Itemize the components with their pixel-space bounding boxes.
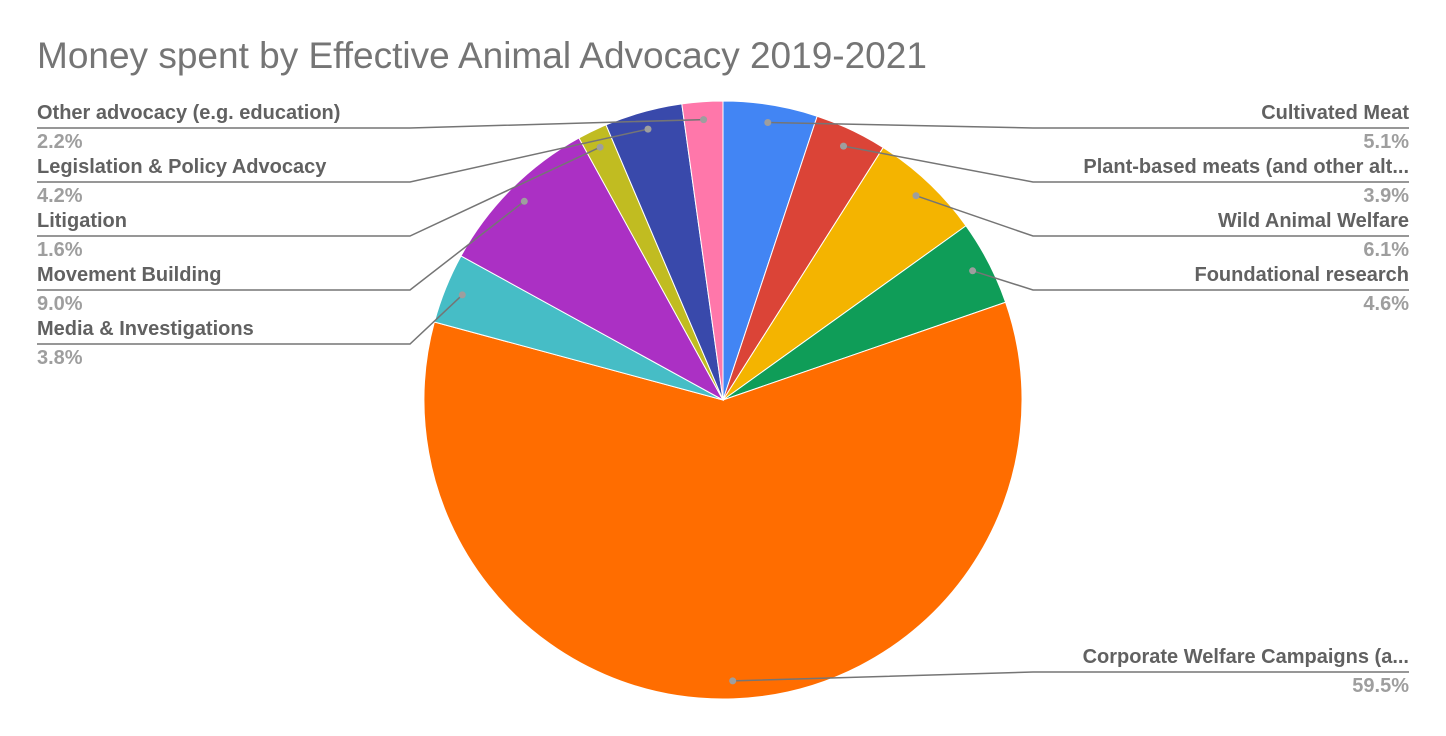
leader-dot-corporate-welfare-campaigns [729,677,737,685]
slice-value-plant-based-meats-and-other-alternative-proteins: 3.9% [1363,185,1409,207]
pie-slice-corporate-welfare-campaigns[interactable] [423,301,1023,700]
slice-value-corporate-welfare-campaigns: 59.5% [1352,675,1409,697]
leader-dot-litigation [596,143,604,151]
slice-value-movement-building: 9.0% [37,293,83,315]
slice-label-legislation-policy-advocacy: Legislation & Policy Advocacy [37,156,327,178]
leader-dot-movement-building [520,197,528,205]
slice-value-legislation-policy-advocacy: 4.2% [37,185,83,207]
slice-label-media-investigations: Media & Investigations [37,318,254,340]
leader-line-plant-based-meats-and-other-alternative-proteins [843,145,1409,183]
leader-dot-legislation-policy-advocacy [644,125,652,133]
slice-label-corporate-welfare-campaigns: Corporate Welfare Campaigns (a... [1083,646,1409,668]
leader-line-litigation [37,146,601,237]
slice-label-plant-based-meats-and-other-alternative-proteins: Plant-based meats (and other alt... [1083,156,1409,178]
leader-dot-plant-based-meats-and-other-alternative-proteins [840,142,847,150]
pie-slice-other-advocacy-e-g-education[interactable] [681,100,724,401]
leader-line-other-advocacy-e-g-education [37,118,704,129]
pie-slices [423,100,1023,700]
slice-label-litigation: Litigation [37,210,127,232]
leader-dot-other-advocacy-e-g-education [700,116,708,124]
leader-line-corporate-welfare-campaigns [732,671,1409,682]
slice-value-foundational-research: 4.6% [1363,293,1409,315]
leader-dot-cultivated-meat [764,119,772,126]
slice-value-cultivated-meat: 5.1% [1363,131,1409,153]
slice-label-foundational-research: Foundational research [1195,264,1410,286]
leader-dot-media-investigations [458,291,466,299]
slice-value-litigation: 1.6% [37,239,83,261]
slice-label-wild-animal-welfare: Wild Animal Welfare [1218,210,1409,232]
chart-title: Money spent by Effective Animal Advocacy… [37,35,927,76]
leader-dot-foundational-research [969,267,977,275]
leader-line-media-investigations [37,294,463,345]
slice-labels: Cultivated Meat 5.1% Plant-based meats (an… [37,102,1409,697]
leader-line-cultivated-meat [767,121,1409,129]
leader-line-movement-building [37,200,525,291]
slice-label-movement-building: Movement Building [37,264,221,286]
leader-line-foundational-research [972,270,1409,291]
slice-value-wild-animal-welfare: 6.1% [1363,239,1409,261]
leader-dot-wild-animal-welfare [912,192,920,200]
leader-line-wild-animal-welfare [915,194,1409,237]
slice-value-other-advocacy-e-g-education: 2.2% [37,131,83,153]
slice-label-cultivated-meat: Cultivated Meat [1261,102,1409,124]
leader-line-legislation-policy-advocacy [37,128,649,183]
slice-value-media-investigations: 3.8% [37,347,83,369]
slice-label-other-advocacy-e-g-education: Other advocacy (e.g. education) [37,102,340,124]
